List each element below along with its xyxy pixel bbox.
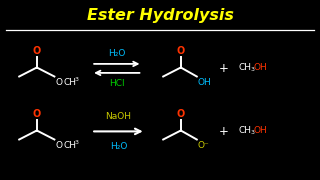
Text: CH: CH [238,126,252,135]
Text: O: O [55,141,62,150]
Text: 3: 3 [75,77,79,82]
Text: OH: OH [254,126,268,135]
Text: O: O [177,109,185,119]
Text: +: + [219,62,229,75]
Text: OH: OH [254,63,268,72]
Text: NaOH: NaOH [105,112,132,121]
Text: Ester Hydrolysis: Ester Hydrolysis [87,8,233,23]
Text: H₂O: H₂O [110,142,127,151]
Text: CH: CH [64,141,77,150]
Text: 3: 3 [250,67,254,72]
Text: CH: CH [64,78,77,87]
Text: O: O [33,109,41,119]
Text: HCl: HCl [109,79,124,88]
Text: O⁻: O⁻ [197,141,209,150]
Text: H₂O: H₂O [108,49,125,58]
Text: CH: CH [238,63,252,72]
Text: O: O [177,46,185,56]
Text: +: + [219,125,229,138]
Text: OH: OH [197,78,211,87]
Text: O: O [55,78,62,87]
Text: O: O [33,46,41,56]
Text: 3: 3 [75,140,79,145]
Text: 3: 3 [250,130,254,135]
